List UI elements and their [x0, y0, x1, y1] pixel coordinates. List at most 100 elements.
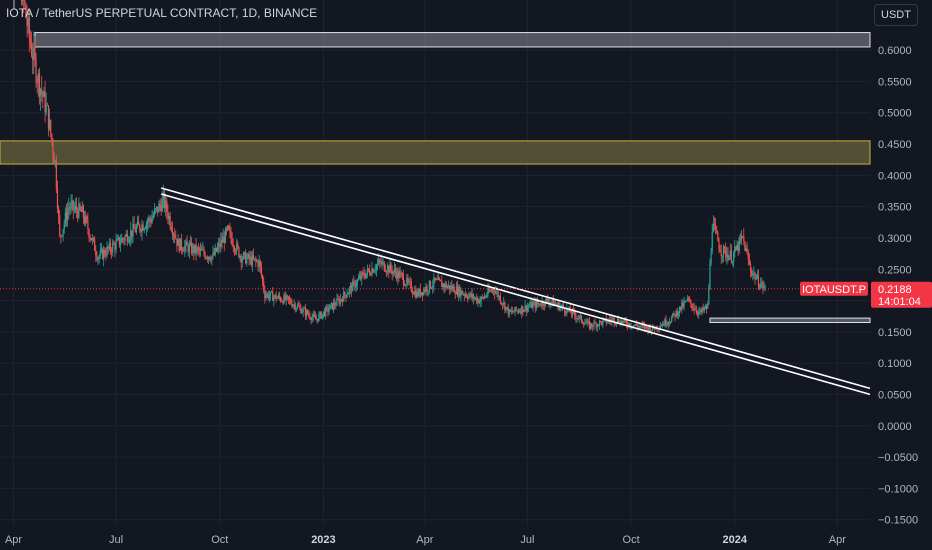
candle-body [70, 203, 72, 209]
candle-body [709, 263, 711, 288]
candle-body [586, 320, 588, 323]
candle-body [63, 223, 65, 230]
candle-body [550, 301, 552, 303]
candle-body [74, 205, 77, 209]
candle-body [232, 245, 234, 247]
candle-body [463, 294, 465, 296]
candle-body [29, 37, 32, 45]
candle-body [592, 326, 594, 328]
candle-body [451, 285, 453, 290]
candle-body [375, 265, 377, 270]
candle-body [412, 293, 415, 295]
candle-body [450, 285, 452, 290]
price-tick-label: 0.5000 [878, 108, 912, 120]
candle-body [694, 309, 696, 311]
candle-body [273, 296, 275, 301]
candle-body [609, 319, 611, 321]
candle-body [419, 288, 421, 296]
candle-body [703, 308, 705, 311]
candle-body [425, 286, 427, 292]
candle-body [147, 221, 149, 224]
candle-body [156, 206, 158, 209]
candle-body [469, 293, 471, 296]
candle-body [307, 310, 309, 315]
candle-body [41, 89, 43, 93]
candle-body [295, 308, 297, 310]
candle-body [579, 315, 581, 317]
candle-body [289, 299, 291, 300]
candle-body [684, 300, 686, 302]
candle-body [299, 306, 301, 308]
candle-body [265, 295, 267, 299]
candle-body [198, 248, 201, 251]
candle-body [115, 240, 117, 250]
candle-body [53, 153, 55, 163]
time-tick-label: Oct [211, 534, 228, 546]
candle-body [236, 243, 238, 252]
candle-body [456, 286, 459, 296]
candle-body [246, 257, 248, 264]
candle-body [472, 294, 474, 299]
price-tick-label: 0.3500 [878, 202, 912, 214]
candle-body [445, 283, 447, 288]
candle-body [171, 229, 174, 235]
candle-body [444, 283, 446, 288]
candle-body [744, 240, 746, 252]
candle-body [258, 260, 260, 267]
candle-body [591, 323, 593, 327]
candle-body [589, 323, 592, 329]
candle-body [35, 57, 37, 82]
candle-body [369, 270, 371, 275]
candle-body [280, 297, 282, 301]
candle-body [757, 275, 760, 287]
candle-body [216, 247, 219, 252]
candle-body [476, 297, 478, 303]
candle-body [95, 250, 97, 256]
candle-body [717, 232, 719, 241]
candle-body [541, 301, 543, 306]
candle-body [612, 317, 614, 319]
candle-body [713, 223, 716, 226]
candle-body [498, 296, 500, 298]
time-tick-label: Apr [829, 534, 846, 546]
time-axis[interactable]: Apr Jul Oct 2023 Apr Jul Oct 2024 Apr [5, 534, 846, 546]
candle-body [634, 324, 637, 326]
candle-body [152, 215, 154, 219]
candle-body [113, 243, 115, 245]
candle-body [503, 302, 505, 305]
candle-body [321, 313, 323, 319]
candle-body [61, 235, 63, 237]
candle-body [442, 283, 444, 288]
price-tick-label: 0.2500 [878, 264, 912, 276]
candle-body [485, 296, 487, 297]
candle-body [577, 318, 579, 319]
candle-body [664, 319, 666, 326]
candle-body [250, 256, 252, 266]
candle-body [737, 244, 739, 251]
candle-body [745, 248, 747, 252]
candle-body [51, 134, 53, 142]
candle-body [454, 292, 456, 295]
candle-body [126, 233, 128, 243]
candle-body [178, 239, 180, 251]
candle-body [229, 229, 231, 232]
candle-body [554, 303, 557, 305]
candle-body [153, 209, 155, 216]
candle-body [736, 244, 738, 250]
candle-body [676, 310, 678, 316]
price-tick-label: 0.3000 [878, 233, 912, 245]
candle-body [378, 259, 380, 264]
trendline[interactable] [160, 187, 871, 396]
candle-body [468, 295, 470, 299]
candle-body [479, 301, 481, 304]
candle-body [725, 248, 727, 258]
candle-body [183, 250, 185, 252]
candle-body [400, 272, 402, 274]
candle-body [47, 105, 50, 130]
price-axis[interactable]: 0.6000 0.5500 0.5000 0.4500 0.4000 0.3500 0.30… [878, 45, 918, 527]
candle-body [593, 322, 595, 327]
currency-button[interactable]: USDT [874, 4, 918, 26]
candle-body [39, 89, 42, 96]
candle-body [629, 323, 631, 327]
